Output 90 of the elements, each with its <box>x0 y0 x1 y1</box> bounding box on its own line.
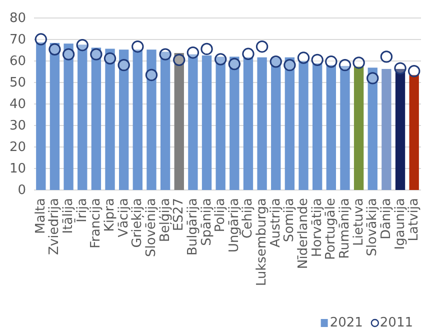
y-tick-label: 0 <box>18 183 26 198</box>
x-tick-label: Latvija <box>406 198 422 242</box>
x-tick-label: Igaunija <box>392 198 408 250</box>
point <box>228 58 241 70</box>
x-tick-label: Nīderlande <box>296 198 312 269</box>
y-tick-label: 40 <box>9 97 26 112</box>
point <box>159 48 172 60</box>
point <box>145 68 158 82</box>
point <box>311 54 324 66</box>
point <box>270 56 282 68</box>
bar <box>202 55 212 190</box>
bar <box>368 68 378 190</box>
bar <box>409 74 419 190</box>
point <box>380 50 393 63</box>
point <box>132 40 144 53</box>
y-tick-label: 60 <box>9 54 26 70</box>
point <box>297 52 310 64</box>
bar <box>243 57 254 190</box>
bar <box>354 66 364 190</box>
x-tick-label: Malta <box>33 198 48 234</box>
point <box>76 39 88 52</box>
bar <box>174 53 184 190</box>
point <box>118 58 130 72</box>
point <box>48 43 61 56</box>
point <box>394 62 406 74</box>
x-tick-label: ES27 <box>172 198 187 232</box>
x-tick-label: Luksemburga <box>254 198 270 286</box>
x-tick-label: Itālija <box>61 198 76 234</box>
bar <box>298 61 308 190</box>
x-tick-label: Spānija <box>199 198 214 246</box>
point <box>104 52 116 65</box>
x-tick-label: Īrija <box>74 198 90 222</box>
x-tick-label: Portugāle <box>324 198 339 260</box>
legend-label: 2011 <box>380 316 413 330</box>
bar <box>230 56 240 190</box>
y-tick-label: 70 <box>9 32 26 48</box>
bar <box>160 52 170 190</box>
x-tick-label: Kipra <box>102 198 118 232</box>
point <box>214 53 227 66</box>
bar <box>382 68 392 190</box>
bar <box>257 57 267 190</box>
point <box>338 58 352 72</box>
x-tick-label: Grieķija <box>130 198 146 248</box>
bar <box>326 65 336 190</box>
bar <box>105 48 115 190</box>
x-tick-label: Horvātija <box>310 198 325 258</box>
bar <box>91 48 102 190</box>
bar <box>78 44 88 190</box>
bar <box>340 66 350 190</box>
x-tick-label: Dānija <box>378 198 394 240</box>
x-tick-label: Bulgārija <box>185 198 200 256</box>
x-tick-label: Slovēnija <box>144 198 159 257</box>
x-tick-label: Zviedrija <box>47 198 62 255</box>
bar <box>36 42 46 190</box>
y-tick-label: 30 <box>9 118 26 134</box>
legend-label: 2021 <box>330 316 363 330</box>
point <box>242 48 254 60</box>
bar <box>312 63 322 190</box>
x-tick-label: Rumānija <box>337 198 352 259</box>
x-tick-label: Lietuva <box>351 198 366 246</box>
bar <box>284 57 295 190</box>
x-tick-label: Francija <box>88 198 104 248</box>
point <box>284 58 296 72</box>
point <box>173 54 186 66</box>
x-tick-label: Beļģija <box>158 198 173 242</box>
point <box>34 33 48 46</box>
x-tick-label: Vācija <box>116 198 132 238</box>
bar <box>216 56 226 190</box>
bar <box>395 68 406 190</box>
y-tick-label: 20 <box>9 140 26 156</box>
y-tick-label: 80 <box>9 11 26 26</box>
bar <box>146 50 156 190</box>
bar <box>188 54 198 190</box>
point <box>186 46 200 59</box>
bar <box>132 50 142 190</box>
y-tick-label: 10 <box>9 162 26 177</box>
bar <box>271 57 281 190</box>
point <box>90 48 102 60</box>
x-tick-label: Austrija <box>268 198 284 248</box>
point <box>366 72 379 84</box>
bar <box>119 50 129 190</box>
bar <box>64 44 74 190</box>
x-tick-label: Polija <box>213 198 228 232</box>
point <box>62 48 75 60</box>
x-tick-label: Slovākija <box>365 198 380 256</box>
point <box>352 56 365 69</box>
point <box>325 56 338 68</box>
x-tick-label: Somija <box>282 198 298 242</box>
bar <box>50 42 60 190</box>
y-tick-label: 50 <box>9 76 26 91</box>
